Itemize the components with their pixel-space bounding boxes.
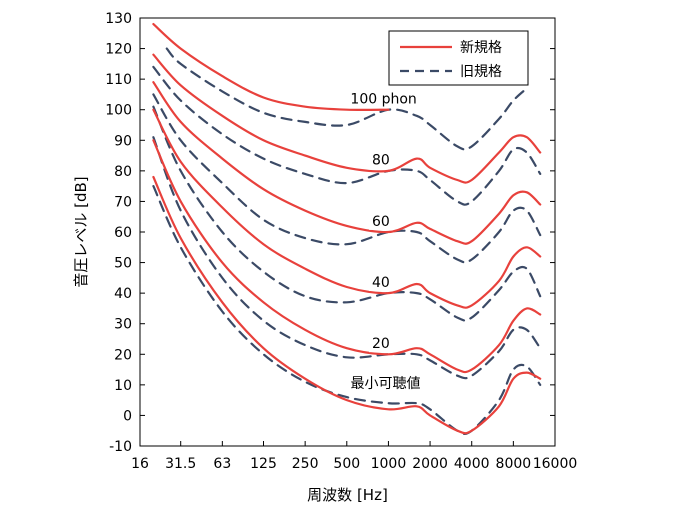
curve-label: 100 phon <box>350 92 416 108</box>
x-tick-label: 31.5 <box>165 456 196 472</box>
plot-frame <box>139 17 556 447</box>
series-old-line <box>152 105 542 322</box>
x-tick-label: 250 <box>292 456 319 472</box>
y-tick-label: 40 <box>114 286 132 302</box>
x-tick-label: 4000 <box>454 456 490 472</box>
legend-label-new: 新規格 <box>460 40 502 56</box>
curve-label-bg <box>369 273 392 292</box>
series-new-line <box>152 175 542 435</box>
y-tick-label: 30 <box>114 317 132 333</box>
y-tick-label: 80 <box>114 164 132 180</box>
x-tick-label: 500 <box>333 456 360 472</box>
curve-label-bg <box>369 150 392 169</box>
x-tick-label: 1000 <box>371 456 407 472</box>
y-tick-label: 100 <box>105 103 132 119</box>
series-old-line <box>152 93 542 264</box>
series-old-line <box>165 47 528 151</box>
y-tick-label: -10 <box>109 439 132 455</box>
y-tick-label: 110 <box>105 72 132 88</box>
legend-label-old: 旧規格 <box>460 64 502 80</box>
x-axis-title: 周波数 [Hz] <box>307 486 388 504</box>
curve-label: 20 <box>372 336 390 352</box>
series-old-line <box>152 185 542 436</box>
series-new-line <box>152 53 542 184</box>
series-new-line <box>152 139 542 374</box>
x-tick-label: 16000 <box>533 456 578 472</box>
legend: 新規格 旧規格 <box>388 30 529 86</box>
curve-label-bg <box>347 373 399 392</box>
curve-label: 40 <box>372 275 390 291</box>
series-new-line <box>152 23 390 112</box>
series-old-line <box>152 65 542 206</box>
curve-label: 80 <box>372 153 390 169</box>
y-tick-label: 130 <box>105 11 132 27</box>
curve-label: 60 <box>372 214 390 230</box>
series-new-line <box>152 81 542 245</box>
curve-label-bg <box>347 89 426 108</box>
y-axis-title: 音圧レベル [dB] <box>72 176 90 287</box>
y-tick-label: 90 <box>114 133 132 149</box>
series-layer <box>152 23 542 436</box>
y-tick-label: 50 <box>114 256 132 272</box>
x-tick-label: 63 <box>213 456 231 472</box>
y-tick-label: 70 <box>114 194 132 210</box>
curve-labels: 100 phon 80 60 40 20 最小可聴値 <box>347 89 426 392</box>
curve-label-bg <box>369 334 392 353</box>
y-tick-label: 120 <box>105 42 132 58</box>
legend-box <box>388 30 529 86</box>
series-old-line <box>152 136 542 380</box>
x-tick-label: 8000 <box>496 456 532 472</box>
y-tick-label: 60 <box>114 225 132 241</box>
curve-label: 最小可聴値 <box>351 376 421 392</box>
y-tick-label: 20 <box>114 347 132 363</box>
series-new-line <box>152 108 542 309</box>
y-tick-label: 0 <box>123 408 132 424</box>
x-tick-label: 16 <box>131 456 149 472</box>
x-tick-label: 2000 <box>412 456 448 472</box>
x-tick-label: 125 <box>250 456 277 472</box>
axis-ticks: 16 31.5 63 125 250 500 1000 2000 4000 8000 16000-1… <box>105 11 577 472</box>
y-tick-label: 10 <box>114 378 132 394</box>
curve-label-bg <box>369 211 392 230</box>
